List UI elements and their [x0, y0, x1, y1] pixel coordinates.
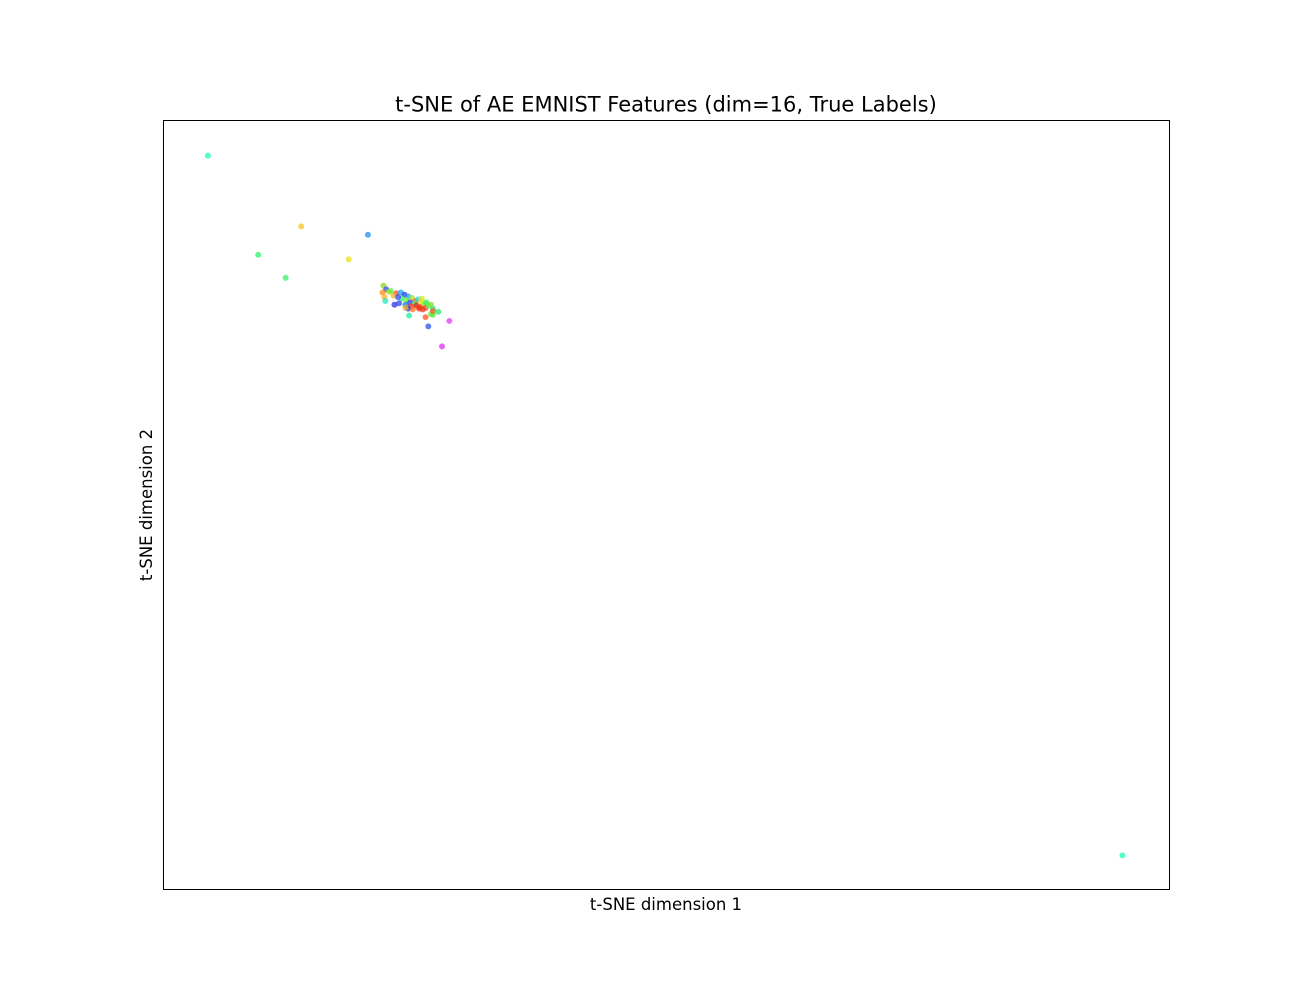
scatter-point-48	[422, 314, 429, 321]
scatter-point-1	[298, 223, 305, 230]
scatter-point-43	[409, 306, 416, 313]
chart-title: t-SNE of AE EMNIST Features (dim=16, Tru…	[395, 93, 937, 117]
scatter-point-34	[416, 305, 423, 312]
scatter-point-10	[387, 287, 394, 294]
scatter-point-42	[402, 304, 409, 311]
scatter-point-4	[345, 256, 352, 263]
scatter-point-44	[418, 295, 425, 302]
x-axis-label: t-SNE dimension 1	[590, 895, 742, 914]
scatter-point-3	[255, 251, 262, 258]
scatter-point-15	[390, 292, 397, 299]
scatter-point-9	[379, 289, 386, 296]
scatter-point-5	[282, 274, 289, 281]
scatter-point-27	[396, 300, 403, 307]
scatter-point-45	[406, 312, 413, 319]
scatter-point-0	[204, 152, 211, 159]
scatter-point-39	[435, 308, 442, 315]
scatter-point-49	[425, 323, 432, 330]
plot-area-frame	[163, 120, 1170, 890]
scatter-point-2	[364, 231, 371, 238]
scatter-point-17	[382, 297, 389, 304]
scatter-point-52	[446, 317, 453, 324]
scatter-point-53	[439, 343, 446, 350]
scatter-point-54	[1119, 852, 1126, 859]
points-layer	[204, 152, 1126, 859]
scatter-point-41	[391, 301, 398, 308]
y-axis-label: t-SNE dimension 2	[137, 429, 156, 581]
scatter-point-51	[429, 307, 436, 314]
scatter-point-46	[395, 294, 402, 301]
